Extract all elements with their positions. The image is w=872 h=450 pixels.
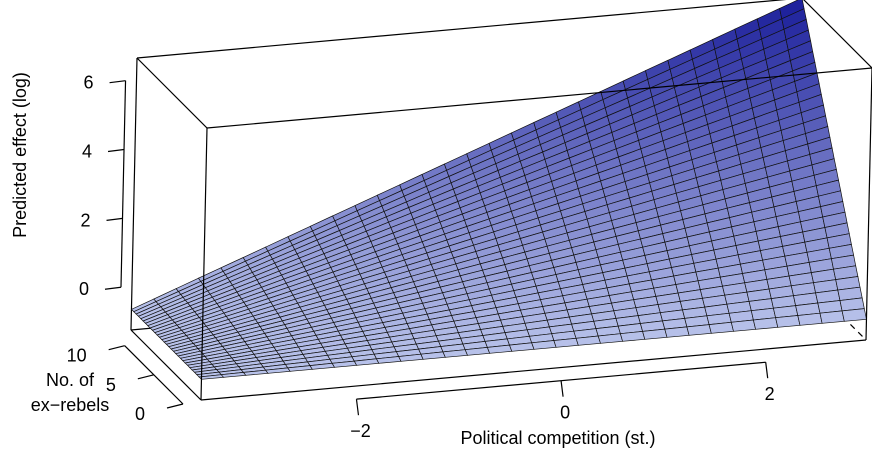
z-tick bbox=[104, 286, 122, 290]
z-axis-label: Predicted effect (log) bbox=[10, 72, 30, 238]
y-axis-label-line-2: ex−rebels bbox=[31, 395, 110, 415]
z-tick bbox=[109, 80, 126, 84]
y-tick bbox=[137, 374, 154, 380]
surface-mesh bbox=[130, 0, 867, 380]
box-edge bbox=[200, 339, 867, 401]
surface-facet bbox=[819, 310, 845, 324]
y-axis-label-line-1: No. of bbox=[46, 370, 95, 390]
surface-facet bbox=[752, 317, 779, 330]
surface-facet bbox=[797, 312, 823, 326]
surface-facet bbox=[664, 326, 690, 338]
box-edge bbox=[136, 57, 208, 129]
surface-facet bbox=[686, 324, 712, 336]
z-tick bbox=[106, 217, 123, 221]
x-tick-label: 2 bbox=[765, 384, 775, 404]
box-edge bbox=[200, 127, 208, 401]
y-tick-label: 10 bbox=[67, 346, 87, 366]
surface-facet bbox=[775, 315, 801, 328]
box-edge bbox=[130, 57, 138, 331]
z-axis-line bbox=[120, 80, 127, 288]
box-front-edges bbox=[130, 0, 872, 401]
surface-facet bbox=[708, 321, 734, 334]
z-tick-label: 2 bbox=[80, 210, 90, 230]
box-edge bbox=[803, 0, 872, 69]
box-edge bbox=[130, 329, 202, 401]
x-tick-label: −2 bbox=[350, 421, 371, 441]
z-tick-label: 4 bbox=[82, 142, 92, 162]
box-edge bbox=[865, 67, 872, 341]
box-edge bbox=[136, 0, 787, 59]
x-tick-label: 0 bbox=[560, 403, 570, 423]
z-tick-label: 6 bbox=[84, 73, 94, 93]
x-tick bbox=[765, 362, 769, 379]
x-axis-label: Political competition (st.) bbox=[460, 428, 655, 448]
y-axis-line bbox=[124, 345, 184, 405]
y-tick bbox=[108, 345, 125, 351]
x-tick bbox=[560, 380, 564, 397]
y-tick-label: 0 bbox=[135, 404, 145, 424]
surface-facet bbox=[730, 319, 757, 332]
surface-facet bbox=[841, 308, 867, 322]
z-tick bbox=[107, 148, 125, 153]
x-tick bbox=[355, 399, 360, 416]
z-tick-label: 0 bbox=[79, 279, 89, 299]
y-tick bbox=[166, 403, 184, 409]
y-tick-label: 5 bbox=[106, 375, 116, 395]
box-edge bbox=[206, 67, 872, 129]
